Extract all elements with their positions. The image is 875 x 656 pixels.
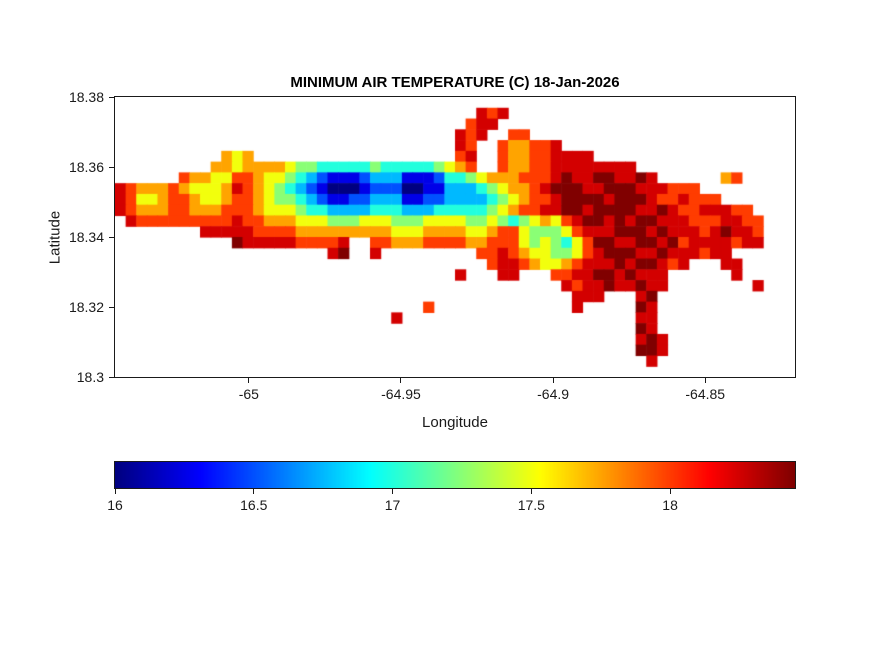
- x-tick-label: -65: [238, 386, 259, 402]
- colorbar-tick-mark: [392, 489, 394, 494]
- colorbar-tick-label: 17: [384, 497, 401, 513]
- colorbar-tick-label: 18: [662, 497, 678, 513]
- x-tick-label: -64.95: [381, 386, 421, 402]
- colorbar-tick-mark: [669, 489, 671, 494]
- x-tick-label: -64.9: [537, 386, 570, 402]
- colorbar-tick-label: 16: [107, 497, 123, 513]
- y-tick-mark: [109, 306, 114, 308]
- y-tick-mark: [109, 376, 114, 378]
- y-tick-mark: [109, 166, 114, 168]
- colorbar-tick-mark: [530, 489, 532, 494]
- x-axis-label: Longitude: [422, 414, 488, 431]
- y-tick-label: 18.38: [68, 89, 104, 105]
- plot-area: [114, 96, 796, 378]
- x-tick-mark: [248, 378, 250, 383]
- x-tick-mark: [552, 378, 554, 383]
- colorbar-tick-mark: [253, 489, 255, 494]
- y-tick-label: 18.3: [76, 369, 104, 385]
- y-tick-mark: [109, 236, 114, 238]
- colorbar: [114, 461, 796, 489]
- chart-title: MINIMUM AIR TEMPERATURE (C) 18-Jan-2026: [290, 74, 620, 91]
- x-tick-label: -64.85: [685, 386, 726, 402]
- x-tick-mark: [704, 378, 706, 383]
- y-tick-label: 18.36: [68, 159, 104, 175]
- y-tick-label: 18.32: [68, 299, 104, 315]
- colorbar-gradient: [115, 462, 795, 488]
- colorbar-tick-mark: [114, 489, 116, 494]
- colorbar-tick-label: 16.5: [240, 497, 268, 513]
- y-tick-mark: [109, 96, 114, 98]
- colorbar-tick-label: 17.5: [517, 497, 545, 513]
- x-tick-mark: [400, 378, 402, 383]
- y-tick-label: 18.34: [68, 229, 104, 245]
- temperature-heatmap: [115, 97, 795, 377]
